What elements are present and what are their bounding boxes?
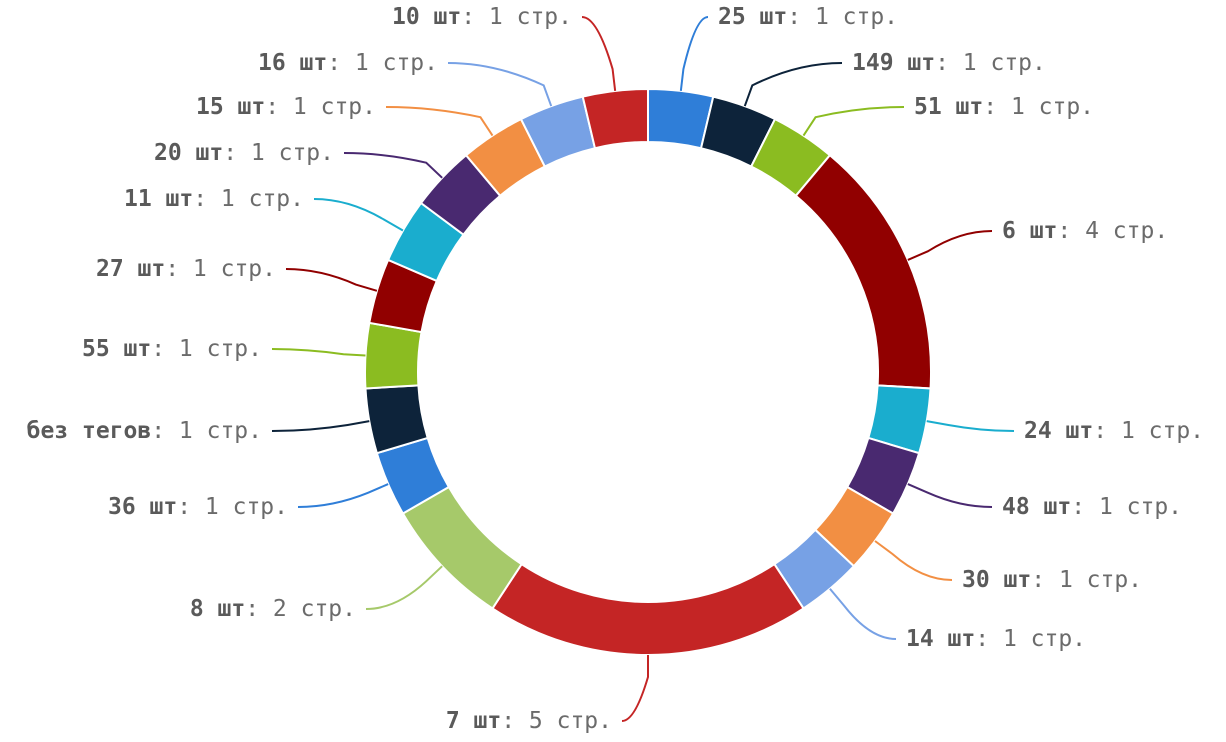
connector-20-шт: [344, 153, 442, 178]
data-label-20-шт: 20 шт: 1 стр.: [154, 140, 334, 166]
data-label-name: 10 шт: [392, 4, 461, 30]
connector-10-шт: [582, 17, 615, 91]
data-label-без-тегов: без тегов: 1 стр.: [27, 418, 262, 444]
data-label-name: без тегов: [27, 418, 152, 444]
data-label-value: : 1 стр.: [461, 4, 572, 30]
slice-6-шт[interactable]: [796, 155, 931, 388]
connector-30-шт: [875, 541, 952, 580]
connector-55-шт: [272, 349, 365, 356]
data-label-name: 149 шт: [852, 50, 935, 76]
data-label-value: : 1 стр.: [193, 186, 304, 212]
data-label-value: : 1 стр.: [1031, 567, 1142, 593]
data-label-name: 27 шт: [96, 256, 165, 282]
slice-8-шт[interactable]: [403, 487, 522, 608]
data-label-name: 25 шт: [718, 4, 787, 30]
data-label-name: 30 шт: [962, 567, 1031, 593]
data-label-30-шт: 30 шт: 1 стр.: [962, 567, 1142, 593]
data-label-name: 36 шт: [108, 494, 177, 520]
data-label-value: : 1 стр.: [935, 50, 1046, 76]
data-label-name: 15 шт: [196, 94, 265, 120]
data-label-name: 55 шт: [82, 336, 151, 362]
data-label-value: : 1 стр.: [177, 494, 288, 520]
data-label-149-шт: 149 шт: 1 стр.: [852, 50, 1046, 76]
donut-slices: [365, 89, 931, 655]
data-label-value: : 1 стр.: [327, 50, 438, 76]
data-label-name: 8 шт: [190, 596, 245, 622]
data-label-value: : 1 стр.: [1093, 418, 1204, 444]
data-label-name: 16 шт: [258, 50, 327, 76]
connector-48-шт: [908, 484, 992, 507]
connector-16-шт: [448, 63, 551, 106]
connector-149-шт: [745, 63, 842, 106]
data-label-value: : 1 стр.: [223, 140, 334, 166]
data-label-name: 48 шт: [1002, 494, 1071, 520]
data-label-55-шт: 55 шт: 1 стр.: [82, 336, 262, 362]
connector-6-шт: [908, 231, 992, 260]
connector-без-тегов: [272, 421, 369, 431]
data-label-value: : 1 стр.: [151, 336, 262, 362]
data-label-name: 51 шт: [914, 94, 983, 120]
data-label-14-шт: 14 шт: 1 стр.: [906, 626, 1086, 652]
data-label-27-шт: 27 шт: 1 стр.: [96, 256, 276, 282]
connector-15-шт: [386, 107, 492, 136]
slice-10-шт[interactable]: [583, 89, 648, 148]
data-label-name: 6 шт: [1002, 218, 1057, 244]
data-label-51-шт: 51 шт: 1 стр.: [914, 94, 1094, 120]
data-label-48-шт: 48 шт: 1 стр.: [1002, 494, 1182, 520]
data-label-value: : 1 стр.: [983, 94, 1094, 120]
data-label-25-шт: 25 шт: 1 стр.: [718, 4, 898, 30]
connector-25-шт: [681, 17, 708, 91]
connector-51-шт: [804, 107, 904, 136]
slice-7-шт[interactable]: [492, 564, 803, 655]
data-label-10-шт: 10 шт: 1 стр.: [392, 4, 572, 30]
data-label-value: : 1 стр.: [265, 94, 376, 120]
data-label-11-шт: 11 шт: 1 стр.: [124, 186, 304, 212]
data-label-6-шт: 6 шт: 4 стр.: [1002, 218, 1168, 244]
data-label-name: 11 шт: [124, 186, 193, 212]
data-label-7-шт: 7 шт: 5 стр.: [446, 708, 612, 734]
data-label-value: : 1 стр.: [1071, 494, 1182, 520]
slice-55-шт[interactable]: [365, 323, 421, 389]
data-label-value: : 4 стр.: [1057, 218, 1168, 244]
connector-8-шт: [366, 566, 442, 609]
data-label-name: 20 шт: [154, 140, 223, 166]
data-label-name: 7 шт: [446, 708, 501, 734]
data-label-value: : 2 стр.: [245, 596, 356, 622]
connector-36-шт: [298, 484, 388, 507]
data-label-name: 14 шт: [906, 626, 975, 652]
data-label-16-шт: 16 шт: 1 стр.: [258, 50, 438, 76]
data-label-36-шт: 36 шт: 1 стр.: [108, 494, 288, 520]
connector-11-шт: [314, 199, 403, 231]
data-label-value: : 1 стр.: [151, 418, 262, 444]
data-label-24-шт: 24 шт: 1 стр.: [1024, 418, 1204, 444]
connector-7-шт: [622, 655, 648, 721]
data-label-name: 24 шт: [1024, 418, 1093, 444]
connector-24-шт: [927, 421, 1014, 431]
data-label-value: : 5 стр.: [501, 708, 612, 734]
data-label-8-шт: 8 шт: 2 стр.: [190, 596, 356, 622]
connector-14-шт: [830, 589, 896, 639]
connector-27-шт: [286, 269, 377, 291]
data-label-value: : 1 стр.: [975, 626, 1086, 652]
data-label-15-шт: 15 шт: 1 стр.: [196, 94, 376, 120]
data-label-value: : 1 стр.: [787, 4, 898, 30]
data-label-value: : 1 стр.: [165, 256, 276, 282]
